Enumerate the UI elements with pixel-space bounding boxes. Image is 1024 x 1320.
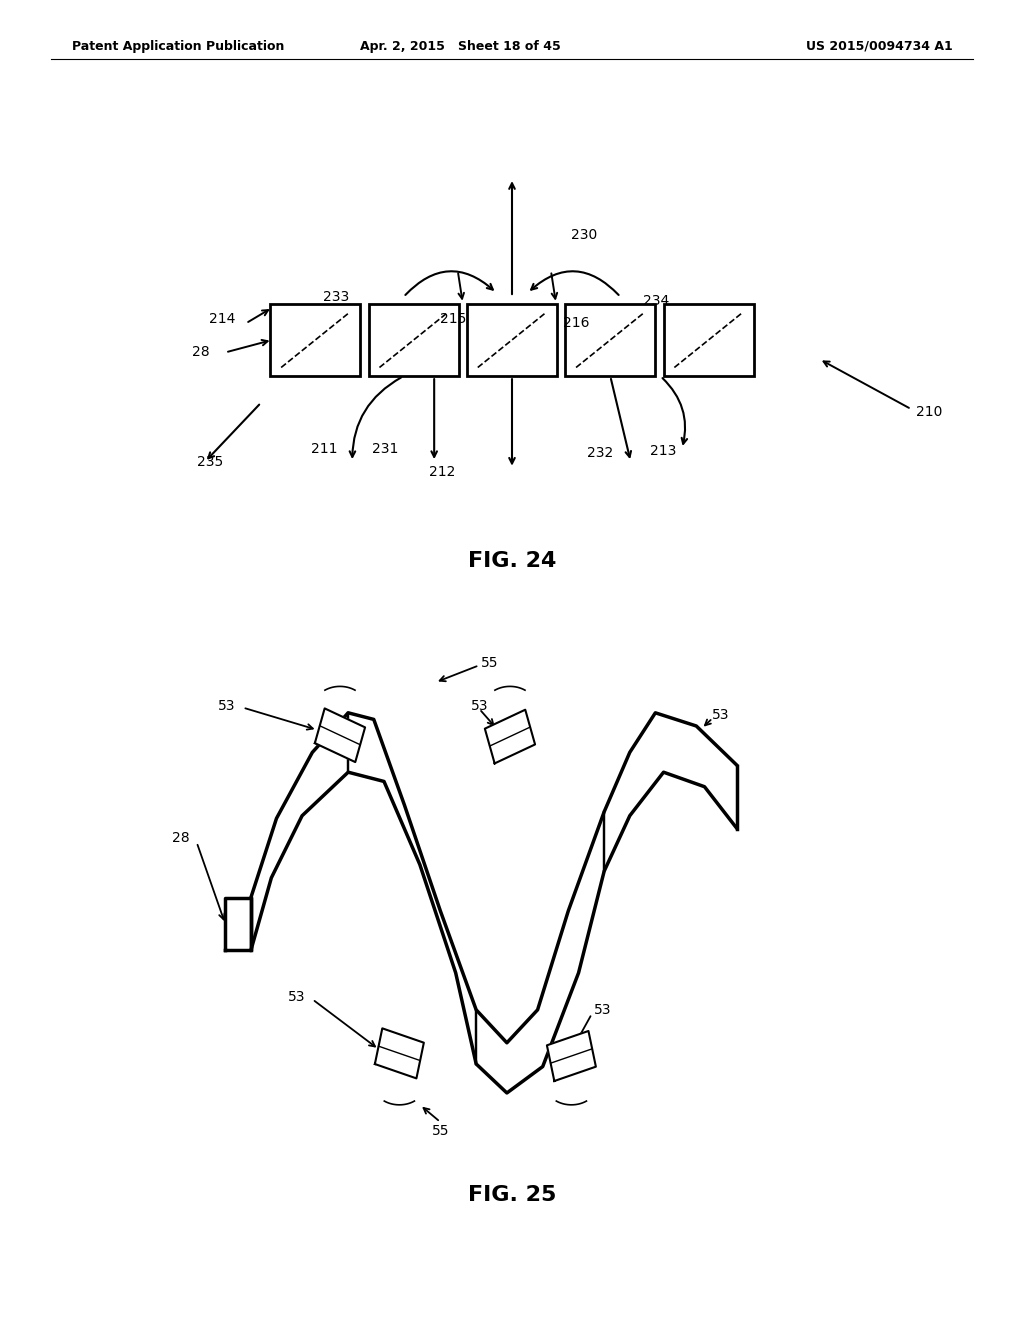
Polygon shape xyxy=(271,752,312,878)
Text: 233: 233 xyxy=(323,290,349,304)
Text: 212: 212 xyxy=(429,465,456,479)
Text: 53: 53 xyxy=(218,700,236,713)
Polygon shape xyxy=(440,911,476,1064)
Polygon shape xyxy=(251,818,276,950)
Text: 214: 214 xyxy=(209,313,236,326)
Polygon shape xyxy=(655,713,705,787)
Polygon shape xyxy=(604,752,630,871)
Polygon shape xyxy=(476,1010,507,1093)
Polygon shape xyxy=(375,1028,424,1078)
Text: 55: 55 xyxy=(481,656,499,669)
Polygon shape xyxy=(404,805,456,973)
Text: 215: 215 xyxy=(439,313,466,326)
Text: 53: 53 xyxy=(712,709,729,722)
Polygon shape xyxy=(630,713,664,816)
Polygon shape xyxy=(348,713,384,781)
Polygon shape xyxy=(547,1031,596,1081)
Text: 210: 210 xyxy=(916,405,943,418)
Polygon shape xyxy=(302,713,348,816)
Text: 53: 53 xyxy=(471,700,488,713)
Polygon shape xyxy=(696,726,737,829)
Text: US 2015/0094734 A1: US 2015/0094734 A1 xyxy=(806,40,952,53)
Text: 216: 216 xyxy=(563,317,590,330)
Text: FIG. 24: FIG. 24 xyxy=(468,550,556,572)
Text: 211: 211 xyxy=(311,442,338,455)
Text: 234: 234 xyxy=(643,294,670,308)
Bar xyxy=(565,304,655,376)
Polygon shape xyxy=(374,719,420,865)
Polygon shape xyxy=(225,898,251,950)
Text: 53: 53 xyxy=(288,990,305,1003)
Text: 230: 230 xyxy=(571,228,598,242)
Polygon shape xyxy=(538,911,579,1067)
Text: Apr. 2, 2015   Sheet 18 of 45: Apr. 2, 2015 Sheet 18 of 45 xyxy=(360,40,561,53)
Bar xyxy=(270,304,360,376)
Polygon shape xyxy=(484,710,536,763)
Text: 213: 213 xyxy=(650,445,677,458)
Text: Patent Application Publication: Patent Application Publication xyxy=(72,40,284,53)
Text: 232: 232 xyxy=(587,446,613,459)
Bar xyxy=(664,304,754,376)
Text: 28: 28 xyxy=(172,832,189,845)
Polygon shape xyxy=(314,709,366,762)
Bar xyxy=(369,304,459,376)
Text: 231: 231 xyxy=(372,442,398,455)
Text: FIG. 25: FIG. 25 xyxy=(468,1184,556,1205)
Text: 55: 55 xyxy=(431,1125,450,1138)
Text: 28: 28 xyxy=(193,346,210,359)
Bar xyxy=(467,304,557,376)
Text: 235: 235 xyxy=(197,455,223,469)
Polygon shape xyxy=(507,1010,543,1093)
Text: 53: 53 xyxy=(594,1003,611,1016)
Polygon shape xyxy=(568,812,604,973)
